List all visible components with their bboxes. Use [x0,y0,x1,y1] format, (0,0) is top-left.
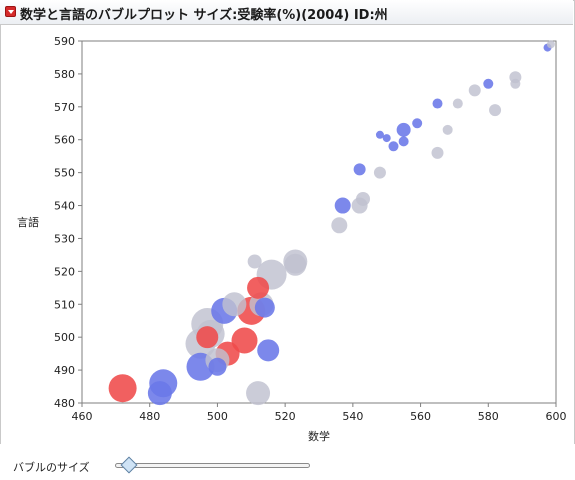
bubble-point[interactable] [483,78,494,89]
y-tick-label: 500 [54,331,75,344]
bubble-size-slider[interactable] [115,463,310,468]
bubble-point[interactable] [247,254,262,269]
y-tick-label: 580 [54,68,75,81]
x-tick-label: 580 [478,410,499,423]
x-tick-label: 520 [275,410,296,423]
bubble-point[interactable] [331,217,348,234]
report-title-bar: 数学と言語のバブルプロット サイズ:受験率(%)(2004) ID:州 [0,0,573,25]
bubble-point[interactable] [396,122,411,137]
x-tick-label: 600 [546,410,567,423]
bubble-point[interactable] [246,381,271,406]
bubble-point[interactable] [208,357,227,376]
bubble-point[interactable] [510,78,521,89]
y-tick-label: 510 [54,298,75,311]
red-triangle-menu-icon[interactable] [5,6,16,17]
axis-ticks: 460 480 500 520 540 560 580 6004804905005105205… [54,35,567,423]
bubble-layer [108,40,555,406]
bubble-point[interactable] [412,118,423,129]
bubble-point[interactable] [284,253,307,276]
bubble-point[interactable] [468,84,481,97]
x-tick-label: 500 [207,410,228,423]
x-tick-label: 460 [72,410,93,423]
bubble-point[interactable] [489,104,502,117]
y-tick-label: 550 [54,167,75,180]
x-axis-label: 数学 [308,429,330,443]
bubble-point[interactable] [334,197,351,214]
bubble-point[interactable] [546,40,555,49]
bubble-point[interactable] [254,297,275,318]
y-tick-label: 530 [54,232,75,245]
y-axis-label: 言語 [17,215,39,229]
y-tick-label: 480 [54,397,75,410]
y-tick-label: 540 [54,200,75,213]
bubble-point[interactable] [432,98,443,109]
x-tick-label: 480 [139,410,160,423]
bubble-point[interactable] [398,136,409,147]
bubble-point[interactable] [231,327,258,354]
report-title: 数学と言語のバブルプロット サイズ:受験率(%)(2004) ID:州 [20,8,388,23]
bubble-point[interactable] [388,141,399,152]
x-tick-label: 560 [410,410,431,423]
plot-frame [81,40,557,404]
bubble-point[interactable] [375,130,384,139]
x-tick-label: 540 [342,410,363,423]
y-tick-label: 560 [54,134,75,147]
bubble-point[interactable] [452,98,463,109]
y-tick-label: 520 [54,265,75,278]
bubble-point[interactable] [196,326,219,349]
bubble-size-slider-thumb[interactable] [120,456,138,474]
bubble-plot: 460 480 500 520 540 560 580 6004804905005105205… [17,35,567,443]
bubble-point[interactable] [356,191,371,206]
bubble-point[interactable] [257,339,280,362]
bubble-point[interactable] [442,124,453,135]
y-tick-label: 570 [54,101,75,114]
bubble-point[interactable] [108,374,137,403]
y-tick-label: 490 [54,364,75,377]
bubble-point[interactable] [373,166,386,179]
bubble-point[interactable] [222,292,247,317]
bubble-point[interactable] [147,381,172,406]
bubble-point[interactable] [431,146,444,159]
bubble-point[interactable] [382,134,391,143]
y-tick-label: 590 [54,35,75,48]
bubble-point[interactable] [353,163,366,176]
bubble-point[interactable] [247,276,270,299]
bubble-size-label: バブルのサイズ [13,461,90,474]
